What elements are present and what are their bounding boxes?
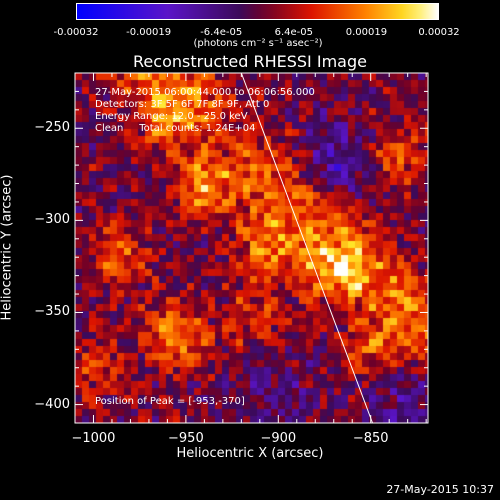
colorbar-tick-label: -6.4e-05	[200, 27, 243, 38]
x-tick-label: −850	[352, 431, 389, 446]
colorbar-tick-label: 0.00032	[418, 27, 460, 38]
x-tick-label: −1000	[71, 431, 116, 446]
info-clean-counts: Clean Total counts: 1.24E+04	[95, 123, 256, 134]
plot-frame	[74, 72, 429, 424]
y-tick-label: −400	[34, 396, 70, 412]
chart-title: Reconstructed RHESSI Image	[133, 52, 367, 71]
timestamp: 27-May-2015 10:37	[386, 483, 494, 496]
heatmap-plot	[75, 73, 428, 423]
y-tick-label: −350	[34, 304, 70, 320]
solar-limb-line	[240, 72, 374, 424]
colorbar-tick-label: -0.00019	[126, 27, 172, 38]
x-tick-label: −900	[260, 431, 297, 446]
y-axis-label: Heliocentric Y (arcsec)	[0, 174, 15, 321]
x-axis-label: Heliocentric X (arcsec)	[176, 446, 324, 461]
y-tick-label: −250	[34, 120, 70, 136]
info-detectors: Detectors: 3F 5F 6F 7F 8F 9F, Att 0	[95, 99, 270, 110]
y-tick-label: −300	[34, 212, 70, 228]
info-time-range: 27-May-2015 06:00:44.000 to 06:06:56.000	[95, 87, 315, 98]
colorbar-unit-label: (photons cm⁻² s⁻¹ asec⁻²)	[193, 38, 323, 49]
info-energy-range: Energy Range: 12.0 - 25.0 keV	[95, 111, 248, 122]
info-peak-position: Position of Peak = [-953,-370]	[95, 396, 245, 407]
colorbar-tick-label: 6.4e-05	[274, 27, 313, 38]
colorbar	[76, 3, 439, 20]
colorbar-tick-label: 0.00019	[345, 27, 388, 38]
x-tick-label: −950	[168, 431, 204, 446]
colorbar-tick-label: -0.00032	[53, 27, 99, 38]
